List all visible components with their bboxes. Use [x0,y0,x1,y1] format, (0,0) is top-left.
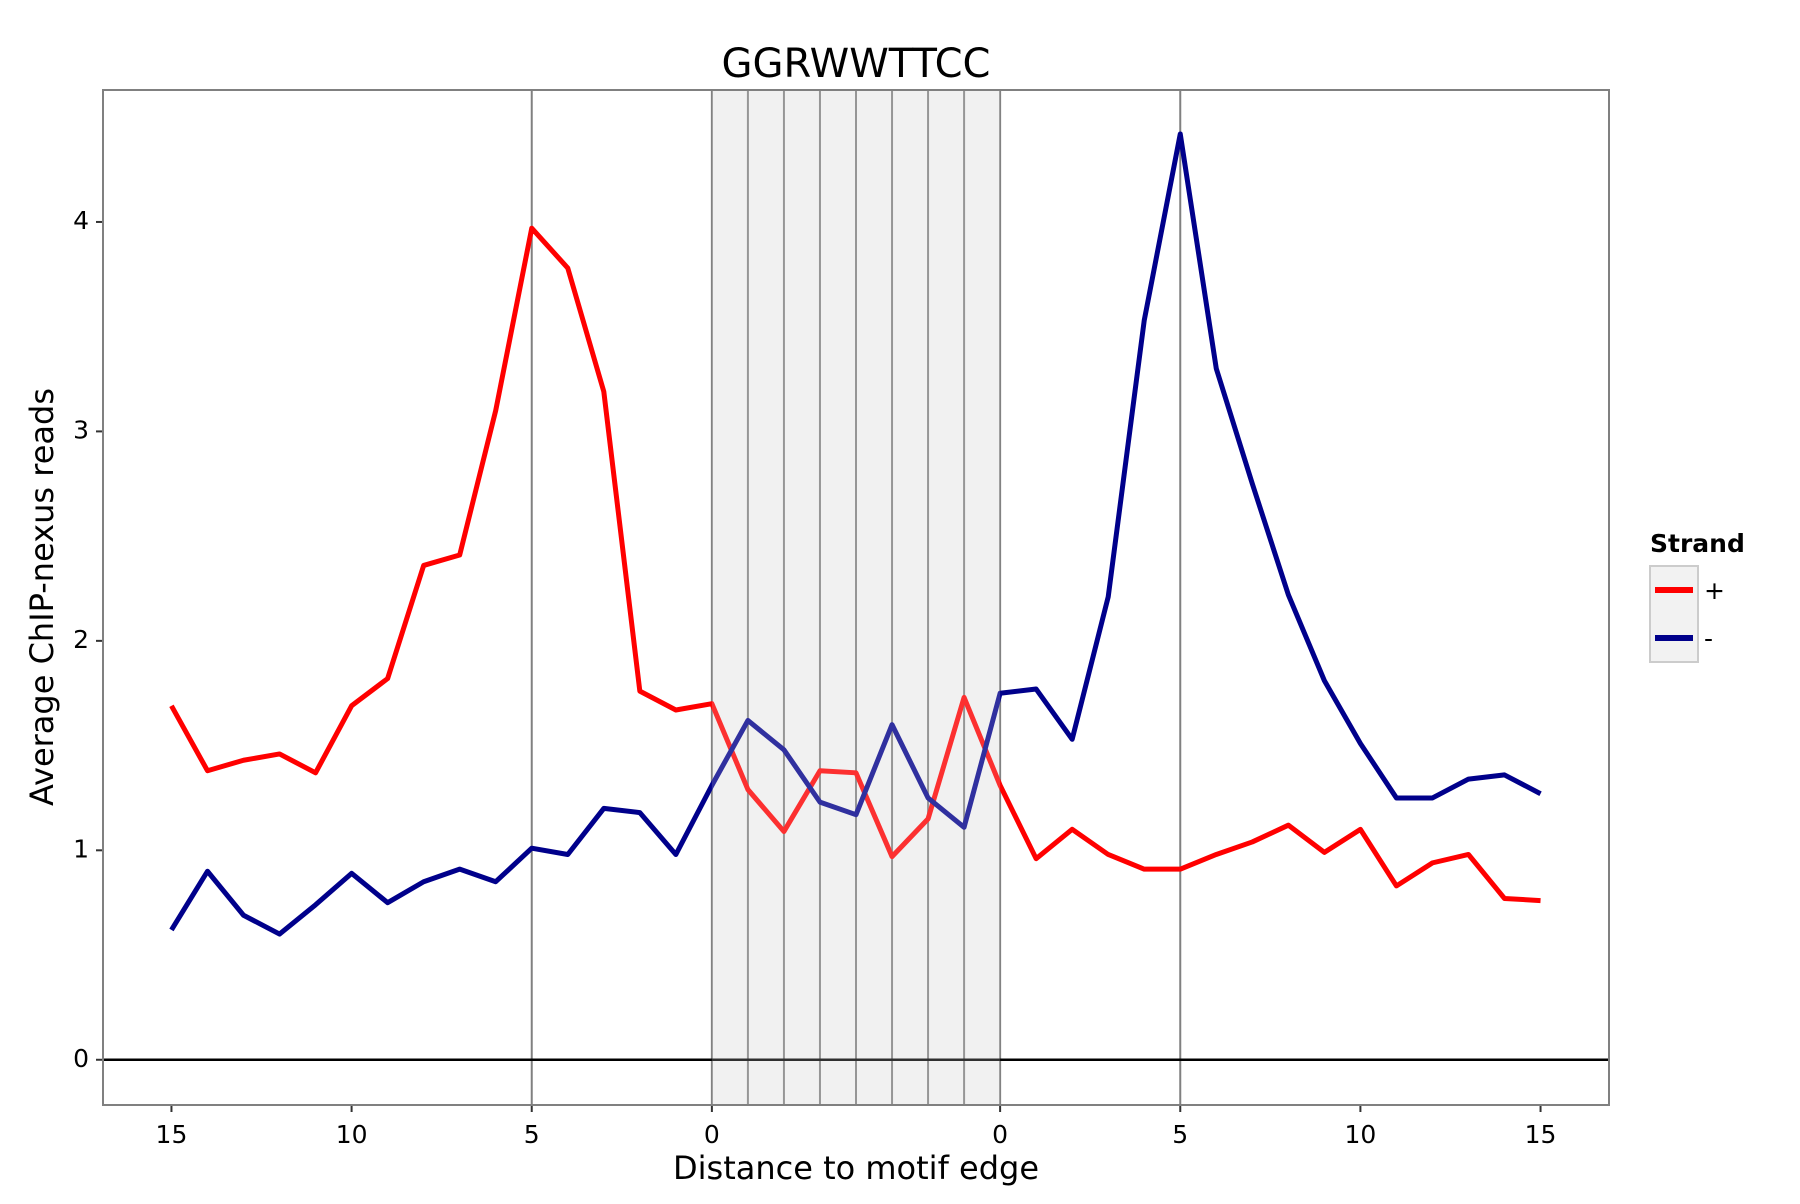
legend-label: + [1704,576,1725,605]
legend-title: Strand [1650,529,1745,558]
series-line [169,131,1542,937]
plot-border [102,89,1610,1106]
x-tick-label: 15 [156,1120,188,1149]
y-tick-label: 3 [73,415,89,444]
motif-overlay [711,90,1001,1105]
y-axis-label: Average ChIP-nexus reads [23,388,61,806]
y-tick-label: 2 [73,625,89,654]
x-tick-label: 15 [1525,1120,1557,1149]
x-tick-label: 10 [1344,1120,1376,1149]
x-axis-label: Distance to motif edge [673,1149,1039,1187]
chart-title: GGRWWTTCC [722,41,991,87]
x-tick-label: 0 [992,1120,1008,1149]
x-tick-label: 10 [336,1120,368,1149]
series-line [169,225,1541,904]
x-tick-label: 5 [1172,1120,1188,1149]
x-tick-label: 0 [704,1120,720,1149]
legend-label: - [1704,624,1713,653]
y-tick-label: 0 [73,1044,89,1073]
x-tick-label: 5 [524,1120,540,1149]
y-tick-label: 1 [73,834,89,863]
y-tick-label: 4 [73,206,89,235]
legend-box [1649,565,1699,663]
